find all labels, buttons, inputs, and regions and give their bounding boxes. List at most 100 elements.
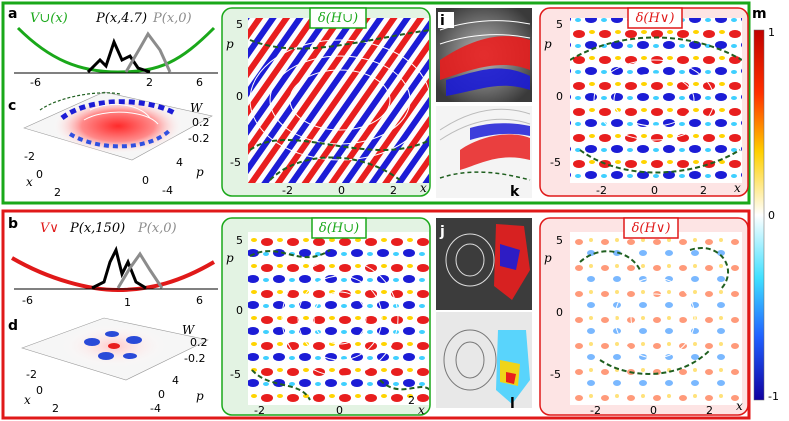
y-label-f: p [544,251,552,265]
prob-curve-a [86,37,151,74]
p-label-c: p [196,165,204,179]
y-tick-g-3: -5 [550,156,561,169]
w-label-c: W [190,101,204,115]
panel-i: i [436,8,532,102]
y-tick-f-1: 5 [556,234,563,247]
x-tick-d-3: 2 [52,402,59,415]
y-tick-f-3: -5 [550,368,561,381]
x-tick-c-3: 2 [54,186,61,199]
heatmap-f [570,232,742,405]
y-tick-h-3: -5 [230,368,241,381]
colorbar-gradient [753,29,765,401]
x-tick-c-1: -2 [24,150,35,163]
panel-title-g: δ(H∨) [636,11,675,26]
x-tick-h-1: -2 [254,404,265,417]
prob-curve-b [91,245,147,290]
panel-label-d: d [8,318,18,334]
panel-label-k: k [510,184,520,200]
x-tick-d-1: -2 [26,368,37,381]
x-tick-f-2: 0 [650,404,657,417]
w-tick-c-2: -0.2 [188,132,209,145]
x-tick-h-3: 2 [408,394,415,407]
p-label-d: p [196,389,204,403]
panel-label-b: b [8,216,18,232]
heatmap-e-overlay [249,29,429,181]
panel-g: g δ(H∨) p 5 0 -5 -2 0 2 x [539,6,749,197]
p-tick-d-2: 0 [158,388,165,401]
colorbar-mid: 0 [768,209,775,222]
panel-label-a: a [8,6,17,22]
panel-a: a V∪(x) P(x,4.7) P(x,0) -6 2 6 [8,6,218,89]
x-tick-f-1: -2 [590,404,601,417]
heatmap-h-overlay [249,249,429,401]
x-label-f: x [736,399,743,413]
panel-h: h δ(H∪) p 5 0 -5 -2 0 2 x [221,217,431,417]
prob0-label-b: P(x,0) [137,221,177,236]
tick-b-3: 6 [196,294,203,307]
heatmap-g [570,18,742,183]
x-tick-g-2: 0 [651,184,658,197]
tick-a-2: 2 [146,76,153,89]
x-tick-g-3: 2 [700,184,707,197]
y-label-g: p [544,37,552,51]
p-tick-d-1: -4 [150,402,161,415]
y-tick-h-1: 5 [236,234,243,247]
w-tick-d-2: -0.2 [184,352,205,365]
y-label-e: p [226,37,234,51]
potential-label-a: V∪(x) [30,11,68,26]
y-tick-e-2: 0 [236,90,243,103]
panel-label-m: m [752,6,767,22]
p-tick-d-3: 4 [172,374,179,387]
panel-c: c W 0.2 -0.2 -2 0 2 x -4 0 4 p [8,91,213,199]
panel-label-l: l [510,396,515,412]
panel-j: j [436,218,532,310]
tick-a-3: 6 [196,76,203,89]
panel-e: e δ(H∪) p 5 0 -5 -2 0 2 x [221,6,431,197]
y-label-h: p [226,251,234,265]
x-tick-e-3: 2 [390,184,397,197]
panel-f: f δ(H∨) p 5 0 -5 -2 0 2 x [539,217,749,417]
x-label-e: x [420,181,427,195]
w-tick-d-1: 0.2 [190,336,208,349]
potential-curve-b [10,256,216,293]
heatmap-g-overlay [570,36,742,174]
x-label-h: x [418,403,425,417]
y-tick-e-3: -5 [230,156,241,169]
colorbar-min: -1 [768,390,779,403]
prob0-label-a: P(x,0) [152,11,192,26]
tick-b-1: -6 [22,294,33,307]
prob0-curve-b [116,251,164,289]
panel-title-f: δ(H∨) [632,221,671,236]
y-tick-f-2: 0 [556,306,563,319]
tick-b-2: 1 [124,296,131,309]
heatmap-f-overlay [579,247,730,375]
prob-label-b: P(x,150) [69,221,125,236]
x-tick-f-3: 2 [706,404,713,417]
x-tick-c-2: 0 [36,168,43,181]
y-tick-h-2: 0 [236,304,243,317]
prob-label-a: P(x,4.7) [95,11,147,26]
top-frame [1,1,751,205]
colorbar-max: 1 [768,26,775,39]
x-label-d: x [24,393,31,407]
p-tick-c-3: 4 [176,156,183,169]
w-tick-c-1: 0.2 [192,116,210,129]
panel-label-i: i [440,13,445,29]
p-tick-c-1: -4 [162,184,173,197]
p-tick-c-2: 0 [142,174,149,187]
x-tick-d-2: 0 [36,384,43,397]
y-tick-g-1: 5 [556,18,563,31]
x-tick-e-1: -2 [282,184,293,197]
panel-label-c: c [8,98,16,114]
panel-title-h: δ(H∪) [319,221,359,236]
x-tick-e-2: 0 [338,184,345,197]
x-label-c: x [26,175,33,189]
colorbar: m 1 0 -1 [752,6,779,403]
x-label-g: x [734,181,741,195]
y-tick-g-2: 0 [556,90,563,103]
y-tick-e-1: 5 [236,18,243,31]
bottom-frame [1,209,751,420]
potential-label-b: V∨ [40,221,59,236]
x-tick-g-1: -2 [596,184,607,197]
